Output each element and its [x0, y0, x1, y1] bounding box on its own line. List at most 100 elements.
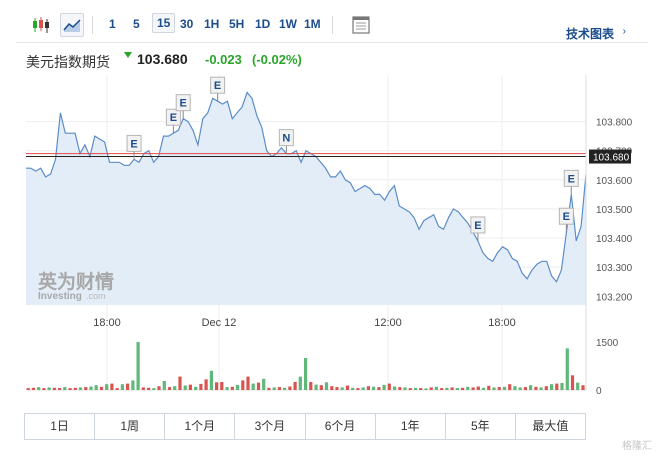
range-max[interactable]: 最大值: [532, 419, 569, 433]
y-tick-label: 103.200: [596, 292, 633, 303]
event-marker: [175, 94, 191, 112]
chart-toolbar: 1 5 15 30 1H 5H 1D 1W 1M 技术图表 ›: [16, 8, 648, 43]
volume-bar: [31, 387, 35, 390]
volume-bar: [84, 387, 88, 390]
volume-bar: [241, 380, 245, 390]
volume-bar: [330, 386, 334, 390]
volume-bar: [304, 358, 308, 390]
volume-bar: [387, 383, 391, 390]
toolbar-divider: [92, 16, 93, 34]
timeframe-1d[interactable]: 1D: [255, 17, 271, 31]
timeframe-1h[interactable]: 1H: [204, 17, 220, 31]
x-tick-label: 18:00: [488, 317, 516, 329]
volume-bar: [576, 382, 580, 390]
volume-bar: [581, 385, 585, 390]
volume-bar: [476, 386, 480, 390]
volume-bar: [570, 375, 575, 390]
event-marker-label: E: [563, 211, 570, 223]
volume-bar: [225, 387, 229, 390]
volume-bar: [403, 387, 407, 390]
timeframe-30[interactable]: 30: [180, 17, 194, 31]
range-6m[interactable]: 6个月: [306, 414, 376, 439]
volume-bar: [544, 386, 548, 390]
volume-bar: [230, 386, 234, 390]
event-marker-label: N: [282, 133, 290, 145]
volume-bar: [262, 378, 266, 390]
range-1y[interactable]: 1年: [376, 414, 446, 439]
volume-bar: [288, 386, 292, 390]
volume-bar: [220, 382, 224, 390]
volume-bar: [555, 383, 559, 390]
timeframe-1w[interactable]: 1W: [279, 17, 297, 31]
range-1w[interactable]: 1周: [95, 414, 166, 439]
timeframe-5h[interactable]: 5H: [229, 17, 245, 31]
y-tick-label: 103.500: [596, 205, 633, 216]
y-tick-label: 103.800: [596, 118, 633, 129]
volume-bar: [413, 387, 418, 390]
volume-tick-label: 1500: [596, 338, 619, 349]
price-change: -0.023: [205, 52, 242, 67]
x-tick-label: 18:00: [93, 317, 121, 329]
timeframe-5[interactable]: 5: [133, 17, 140, 31]
toolbar-divider: [332, 16, 333, 34]
y-tick-label: 103.400: [596, 234, 633, 245]
volume-tick-label: 0: [596, 386, 602, 397]
volume-bar: [99, 386, 104, 390]
volume-bar: [361, 387, 365, 390]
plot-area: 103.800 103.600 103.500 103.400 103.300 103.2…: [25, 75, 633, 397]
volume-bar: [141, 387, 145, 390]
x-tick-label: Dec 12: [202, 317, 237, 329]
volume-bar: [215, 382, 219, 390]
event-marker-label: E: [170, 112, 177, 124]
volume-bar: [487, 385, 491, 390]
tech-chart-link[interactable]: 技术图表: [565, 27, 614, 41]
volume-bar: [450, 387, 454, 390]
volume-bar: [345, 385, 350, 390]
volume-bar: [63, 387, 67, 390]
volume-bar: [324, 382, 329, 390]
area-chart-icon[interactable]: [60, 13, 84, 37]
volume-bar: [372, 386, 376, 390]
volume-bar: [424, 388, 428, 390]
volume-bar: [508, 384, 512, 390]
timeframe-15[interactable]: 15: [152, 13, 176, 33]
volume-bar: [340, 387, 344, 390]
range-3m[interactable]: 3个月: [235, 414, 306, 439]
volume-bar: [183, 385, 187, 390]
y-tick-label: 103.300: [596, 263, 633, 274]
volume-bar: [272, 387, 276, 390]
range-1m[interactable]: 1个月: [165, 414, 236, 439]
table-icon[interactable]: [350, 14, 372, 36]
volume-bar: [26, 388, 30, 390]
volume-bar: [126, 383, 130, 390]
chevron-right-icon[interactable]: ›: [622, 26, 626, 37]
range-5y[interactable]: 5年: [446, 414, 516, 439]
volume-bar: [434, 386, 438, 390]
volume-bar: [256, 382, 261, 390]
volume-bar: [110, 383, 114, 390]
event-marker: [126, 134, 142, 152]
volume-bar: [152, 388, 156, 390]
event-marker-label: E: [130, 138, 137, 150]
volume-bar: [492, 387, 496, 390]
volume-bar: [377, 387, 381, 390]
volume-bar: [356, 388, 360, 390]
volume-bar: [461, 387, 465, 390]
volume-bar: [204, 379, 208, 390]
watermark: 格隆汇: [622, 441, 652, 452]
volume-bar: [319, 385, 323, 390]
volume-bar: [502, 386, 507, 390]
volume-bar: [209, 370, 213, 390]
candlestick-icon[interactable]: [30, 14, 52, 36]
range-1d[interactable]: 1日: [25, 414, 96, 439]
last-price: 103.680: [137, 51, 188, 67]
volume-bar: [314, 384, 318, 390]
price-change-percent: (-0.02%): [252, 52, 302, 67]
timeframe-1[interactable]: 1: [109, 17, 116, 31]
timeframe-1m[interactable]: 1M: [304, 17, 321, 31]
volume-bar: [58, 388, 62, 390]
volume-bar: [393, 386, 397, 390]
last-price-tag: [589, 149, 631, 164]
volume-bar: [78, 387, 83, 390]
